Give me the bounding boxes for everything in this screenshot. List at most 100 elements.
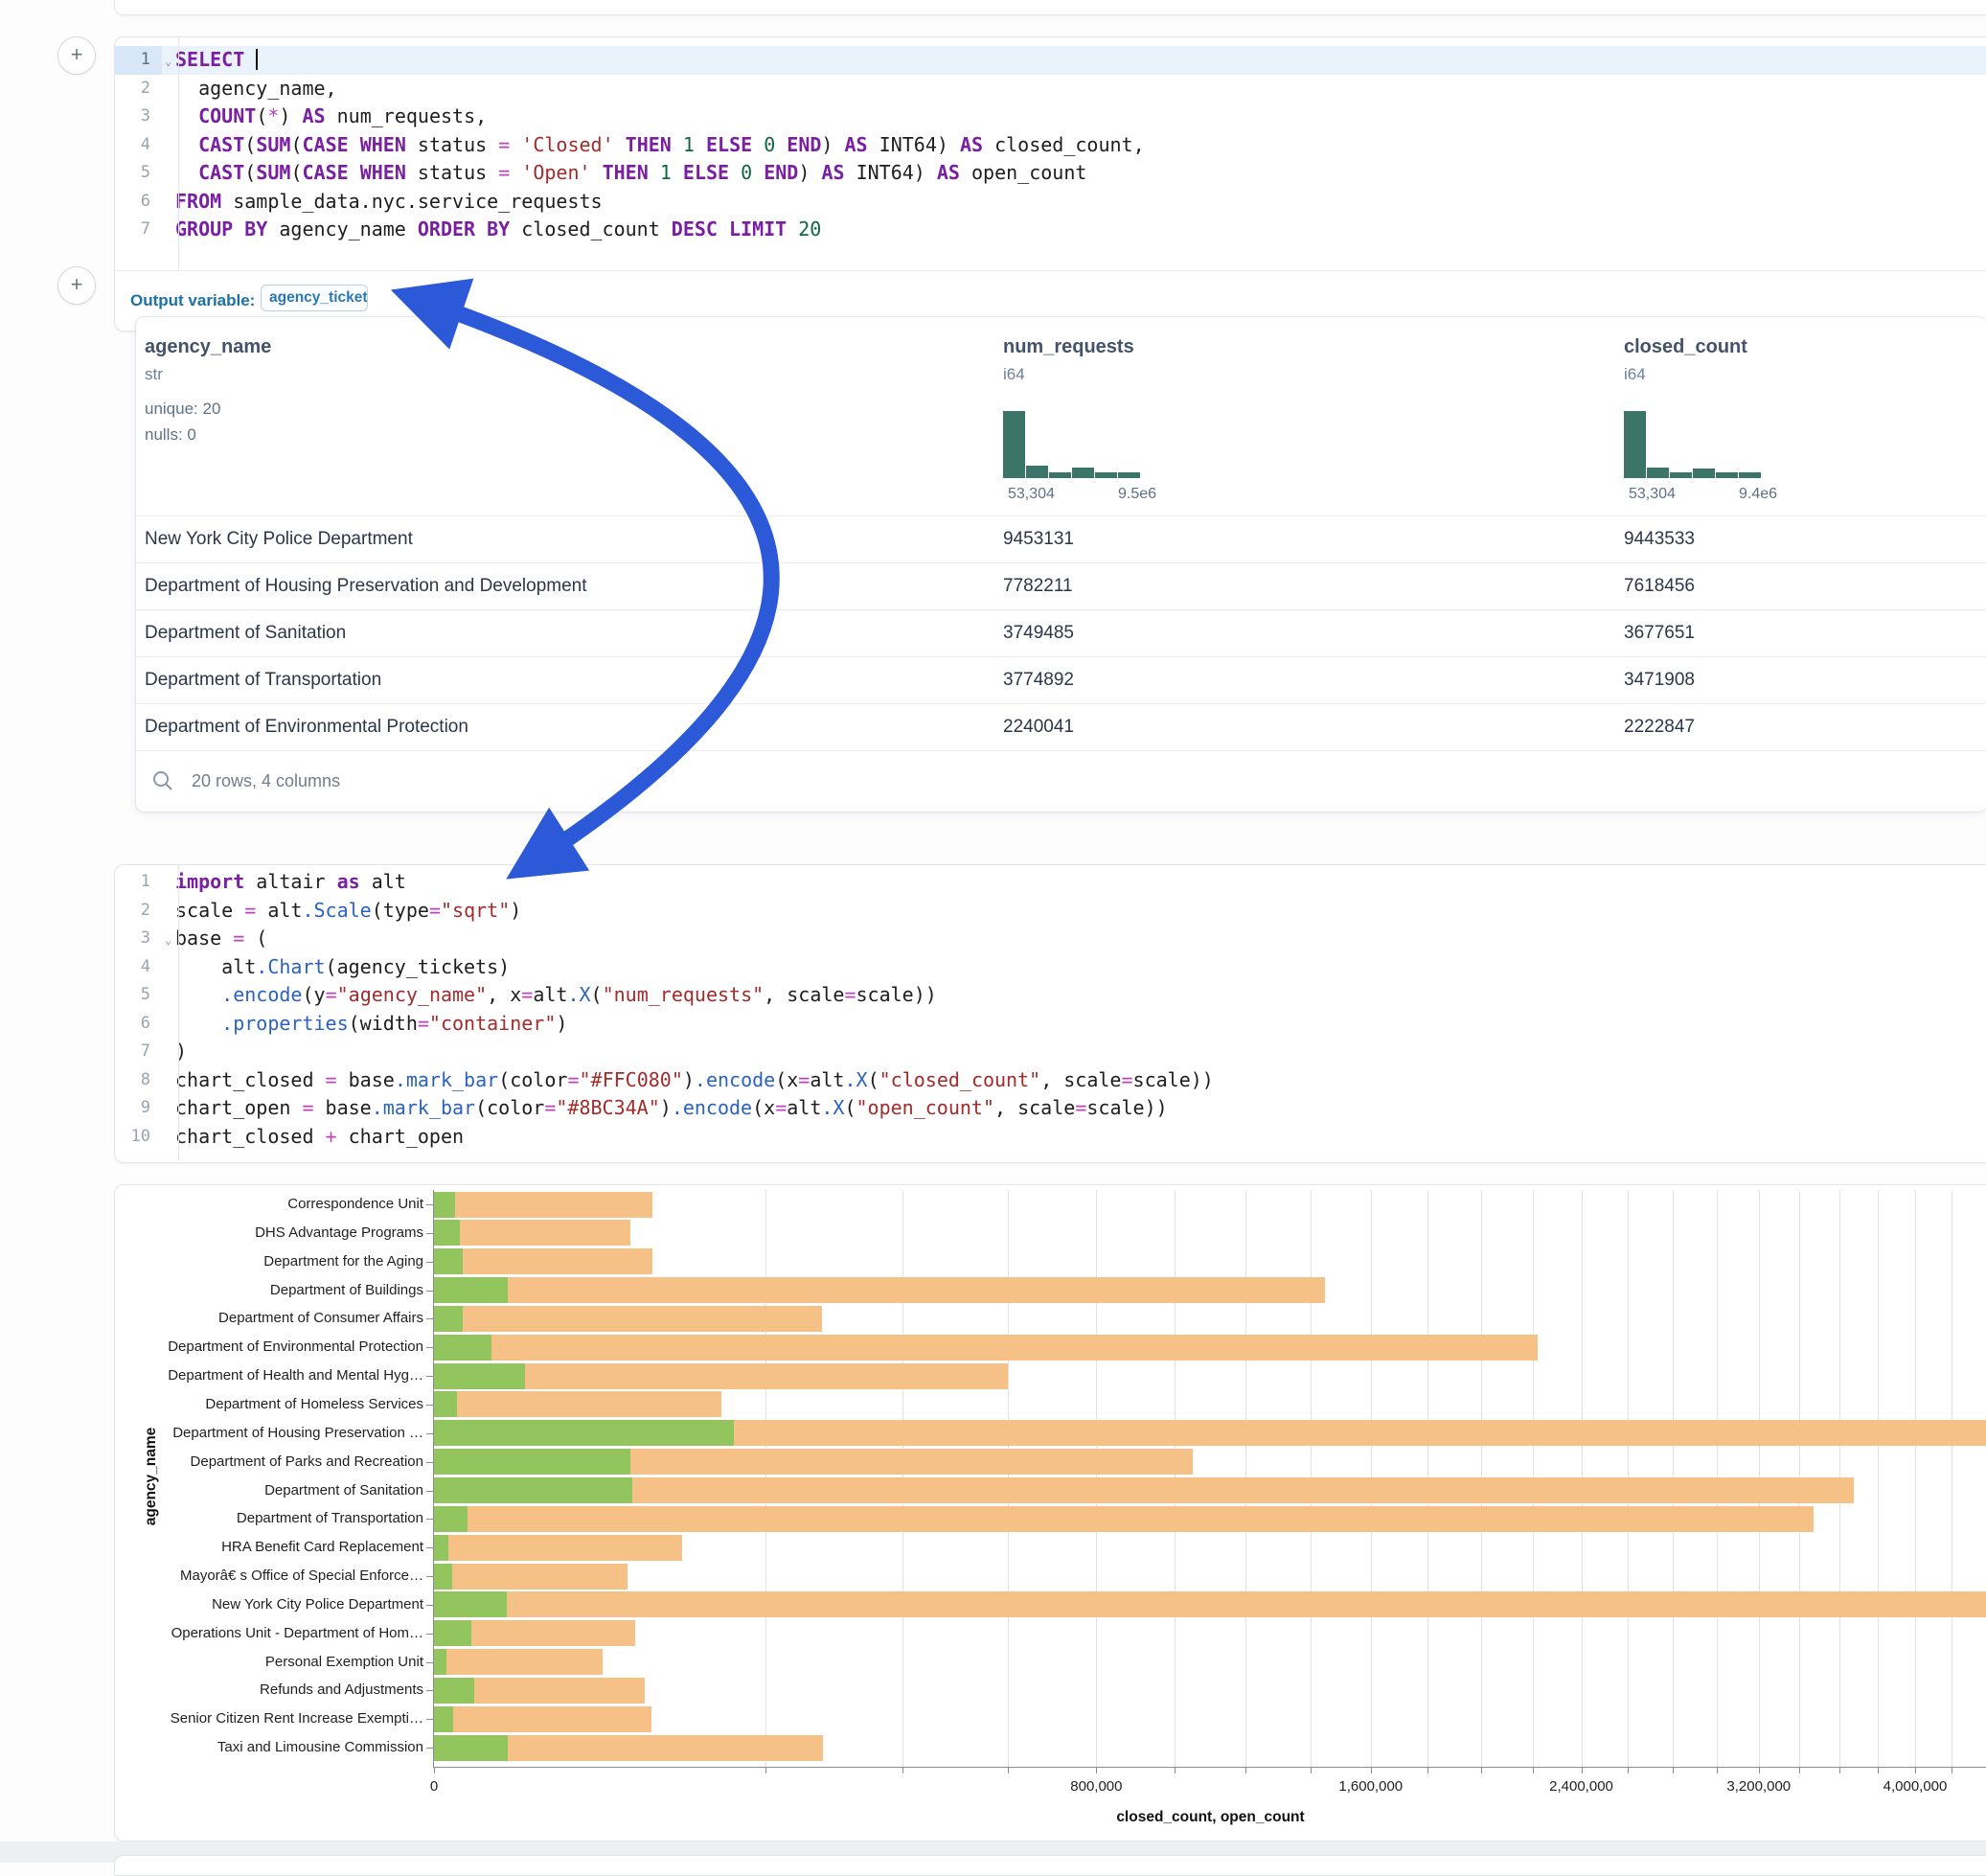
code-token: .encode	[695, 1068, 775, 1091]
code-token: (x	[775, 1068, 798, 1091]
code-line[interactable]: 3⌄base = (	[115, 925, 1986, 953]
code-line[interactable]: 6FROM sample_data.nyc.service_requests	[115, 188, 1986, 217]
code-line[interactable]: 2scale = alt.Scale(type="sqrt")	[115, 897, 1986, 926]
code-line[interactable]: 5 CAST(SUM(CASE WHEN status = 'Open' THE…	[115, 159, 1986, 188]
gridline	[1915, 1190, 1916, 1767]
code-token: base	[175, 927, 233, 949]
code-line[interactable]: 4 alt.Chart(agency_tickets)	[115, 953, 1986, 982]
code-token: "num_requests"	[603, 983, 765, 1006]
code-line[interactable]: 7)	[115, 1038, 1986, 1066]
code-line[interactable]: 1import altair as alt	[115, 868, 1986, 897]
code-token: "#8BC34A"	[556, 1096, 659, 1119]
code-token: END	[764, 161, 798, 184]
code-token: =	[326, 983, 337, 1006]
code-token	[349, 133, 360, 156]
code-text: )	[175, 1038, 187, 1066]
table-row[interactable]: Department of Sanitation37494853677651	[136, 609, 1986, 657]
code-token: ELSE	[683, 161, 729, 184]
x-tick	[1245, 1767, 1246, 1773]
y-tick	[426, 1347, 433, 1348]
code-token: alt	[175, 955, 256, 978]
code-token: =	[544, 1096, 556, 1119]
x-tick	[1878, 1767, 1879, 1773]
code-text: CAST(SUM(CASE WHEN status = 'Open' THEN …	[175, 159, 1086, 188]
search-icon[interactable]	[151, 769, 174, 792]
code-token: .mark_bar	[395, 1068, 498, 1091]
code-token	[729, 161, 741, 184]
table-row[interactable]: New York City Police Department945313194…	[136, 515, 1986, 563]
histogram-bar	[1670, 472, 1692, 478]
table-cell: Department of Housing Preservation and D…	[145, 576, 587, 597]
table-bottom-border	[136, 750, 1986, 752]
histogram-min-label: 53,304	[1008, 486, 1055, 503]
bar-open	[434, 1363, 525, 1389]
table-cell: 7618456	[1624, 576, 1695, 597]
python-cell: 1import altair as alt2scale = alt.Scale(…	[114, 864, 1986, 1163]
code-text: GROUP BY agency_name ORDER BY closed_cou…	[175, 216, 821, 244]
code-token: 'Closed'	[521, 133, 613, 156]
line-number: 6	[115, 1010, 162, 1039]
output-variable-label: Output variable:	[130, 291, 255, 310]
table-cell: 3774892	[1003, 670, 1074, 691]
bar-open	[434, 1277, 508, 1303]
code-token: chart_closed	[175, 1068, 326, 1091]
code-line[interactable]: 3 COUNT(*) AS num_requests,	[115, 103, 1986, 131]
column-header[interactable]: agency_name	[145, 336, 271, 358]
add-cell-button-middle[interactable]: +	[57, 266, 96, 305]
bar-open	[434, 1192, 455, 1218]
x-tick	[1311, 1767, 1312, 1773]
code-token: 1	[660, 161, 672, 184]
line-number: 9	[115, 1094, 162, 1123]
code-line[interactable]: 6 .properties(width="container")	[115, 1010, 1986, 1039]
bar-closed	[434, 1506, 1814, 1532]
code-token: scale))	[856, 983, 937, 1006]
table-row[interactable]: Department of Transportation377489234719…	[136, 656, 1986, 704]
x-tick	[1008, 1767, 1009, 1773]
x-tick	[1759, 1767, 1760, 1773]
gridline	[1878, 1190, 1879, 1767]
column-header[interactable]: closed_count	[1624, 336, 1747, 358]
output-variable-pill[interactable]: agency_tickets	[261, 285, 368, 311]
x-tick	[765, 1767, 766, 1773]
code-line[interactable]: 2 agency_name,	[115, 75, 1986, 103]
code-line[interactable]: 4 CAST(SUM(CASE WHEN status = 'Closed' T…	[115, 131, 1986, 160]
column-header[interactable]: num_requests	[1003, 336, 1134, 358]
histogram-bar	[1693, 469, 1715, 479]
code-token	[672, 133, 683, 156]
column-histogram	[1003, 411, 1143, 478]
code-line[interactable]: 10chart_closed + chart_open	[115, 1123, 1986, 1152]
code-line[interactable]: 8chart_closed = base.mark_bar(color="#FF…	[115, 1066, 1986, 1095]
table-row[interactable]: Department of Housing Preservation and D…	[136, 562, 1986, 610]
code-token: =	[521, 983, 533, 1006]
code-token: 20	[798, 217, 821, 240]
code-token	[244, 48, 256, 71]
line-number: 4	[115, 131, 162, 160]
code-line[interactable]: 9chart_open = base.mark_bar(color="#8BC3…	[115, 1094, 1986, 1123]
code-line[interactable]: 5 .encode(y="agency_name", x=alt.X("num_…	[115, 981, 1986, 1010]
code-line[interactable]: 1⌄SELECT	[115, 46, 1986, 75]
line-number: 3	[115, 925, 162, 953]
chart-card: Correspondence UnitDHS Advantage Program…	[114, 1184, 1986, 1842]
add-cell-button-top[interactable]: +	[57, 36, 96, 75]
line-number: 1	[115, 868, 162, 897]
line-number: 8	[115, 1066, 162, 1095]
bar-open	[434, 1220, 460, 1246]
code-token: AS	[937, 161, 960, 184]
code-token: *	[267, 104, 279, 127]
y-axis-label: Department of Housing Preservation …	[172, 1425, 423, 1441]
code-token: closed_count,	[983, 133, 1145, 156]
code-token: CASE	[302, 133, 348, 156]
bar-open	[434, 1706, 453, 1732]
python-editor[interactable]: 1import altair as alt2scale = alt.Scale(…	[115, 868, 1986, 1151]
bar-open	[434, 1506, 468, 1532]
sql-editor[interactable]: 1⌄SELECT 2 agency_name,3 COUNT(*) AS num…	[115, 46, 1986, 244]
x-tick	[1533, 1767, 1534, 1773]
line-number: 10	[115, 1123, 162, 1152]
table-row[interactable]: Department of Environmental Protection22…	[136, 703, 1986, 751]
code-token: =	[418, 1012, 429, 1035]
code-line[interactable]: 7GROUP BY agency_name ORDER BY closed_co…	[115, 216, 1986, 244]
bar-open	[434, 1391, 457, 1417]
bar-open	[434, 1335, 491, 1361]
code-token: WHEN	[360, 133, 406, 156]
line-number: 7	[115, 1038, 162, 1066]
